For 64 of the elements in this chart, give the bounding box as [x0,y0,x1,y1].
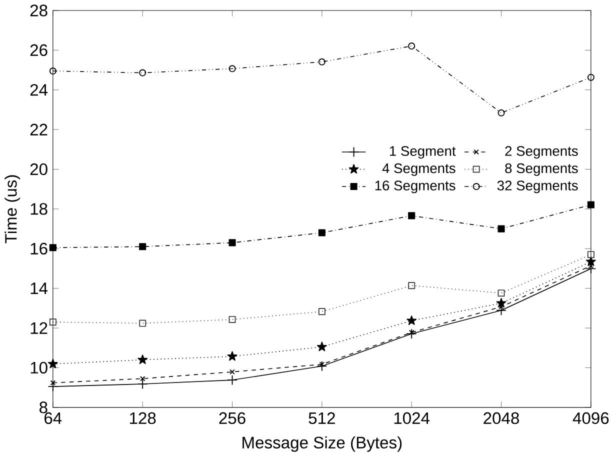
point [587,74,594,81]
point [49,67,56,74]
y-tick-label: 26 [30,44,48,56]
point [139,242,146,250]
y-axis-title: Time (us) [4,175,20,244]
point [408,212,416,220]
point [408,330,414,335]
point [139,69,146,76]
x-tick-label: 512 [308,412,335,424]
point [227,351,238,361]
x-tick-label: 64 [44,412,62,424]
point [48,358,58,368]
point [139,320,146,327]
x-tick-label: 1024 [394,412,430,424]
point [316,342,327,351]
point [587,250,594,258]
point [318,308,326,315]
point [498,289,505,296]
point [406,328,417,339]
y-tick-label: 10 [30,362,48,374]
point [49,318,56,326]
point [586,263,596,274]
x-tick-label: 128 [130,412,156,424]
point [587,201,594,208]
legend-label: 1 Segment [390,146,456,158]
point [228,64,236,72]
y-tick-label: 22 [30,124,48,136]
point [586,256,596,266]
point [49,244,56,251]
point [228,238,236,246]
x-tick-label: 2048 [484,412,519,424]
point [498,225,505,232]
y-tick-label: 14 [30,282,48,294]
legend-label: 2 Segments [505,146,578,158]
x-tick-label: 256 [219,412,246,424]
point [318,229,326,236]
y-tick-label: 18 [30,202,48,215]
y-tick-label: 24 [30,84,48,96]
point [496,304,506,316]
point [48,381,58,392]
point [496,298,506,308]
x-axis-title: Message Size (Bytes) [242,436,402,452]
point [230,369,235,374]
point [137,378,148,389]
point [318,58,326,66]
y-tick-label: 20 [30,163,48,175]
x-tick-label: 4096 [572,412,609,424]
point [408,42,416,50]
legend-label: 16 Segments [375,180,456,193]
point [227,374,238,386]
point [408,282,416,289]
y-tick-label: 8 [40,401,48,414]
legend-label: 32 Segments [497,180,578,193]
legend-label: 8 Segments [505,163,578,176]
y-tick-label: 28 [30,4,48,16]
point [138,354,148,364]
point [140,376,146,382]
point [406,315,417,325]
y-tick-label: 12 [30,322,48,334]
point [316,360,328,372]
y-tick-label: 16 [30,242,48,254]
legend-label: 4 Segments [382,163,456,176]
point [498,109,505,116]
point [228,316,236,323]
